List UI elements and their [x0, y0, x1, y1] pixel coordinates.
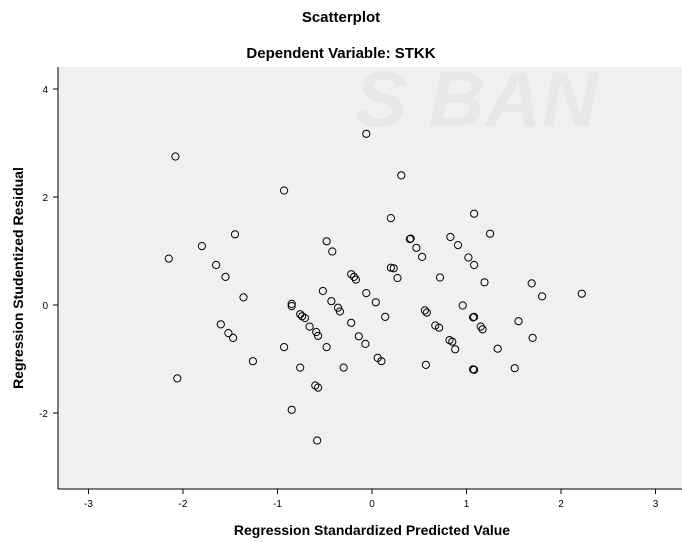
data-point: [347, 270, 356, 279]
data-point: [362, 129, 371, 138]
data-point: [197, 242, 206, 251]
data-point: [381, 312, 390, 321]
y-tick-label: 4: [42, 85, 48, 96]
y-axis-title: Regression Studentized Residual: [10, 167, 26, 389]
data-point: [421, 360, 430, 369]
data-point: [435, 323, 444, 332]
data-point: [328, 247, 337, 256]
data-point: [493, 344, 502, 353]
data-point: [339, 363, 348, 372]
data-point: [314, 383, 323, 392]
y-tick-label: 0: [42, 301, 48, 312]
data-point: [527, 279, 536, 288]
data-point: [333, 303, 343, 312]
data-point: [418, 252, 427, 261]
data-point: [451, 345, 460, 354]
y-tick-label: -2: [39, 409, 48, 420]
data-point: [173, 374, 182, 383]
data-point: [446, 232, 455, 242]
x-tick-label: -1: [273, 499, 282, 510]
plot-background: [58, 67, 682, 489]
data-point: [480, 278, 489, 287]
data-point: [216, 320, 225, 329]
data-point: [296, 363, 305, 372]
data-point: [311, 381, 320, 390]
x-axis-title: Regression Standardized Predicted Value: [234, 522, 510, 538]
data-point: [486, 229, 495, 238]
data-point: [312, 327, 321, 337]
data-point: [470, 312, 479, 321]
data-point: [577, 289, 586, 298]
data-point: [221, 272, 230, 281]
data-point: [470, 209, 479, 218]
data-point: [248, 357, 257, 366]
data-point: [470, 260, 479, 270]
data-point: [422, 308, 431, 317]
data-point: [469, 365, 478, 374]
data-point: [335, 307, 344, 316]
data-point: [164, 254, 173, 263]
data-point: [371, 298, 380, 307]
data-point: [230, 230, 240, 239]
data-point: [377, 357, 386, 366]
data-point: [478, 325, 487, 334]
data-point: [280, 186, 289, 195]
chart-subtitle: Dependent Variable: STKK: [246, 45, 436, 62]
data-point: [412, 243, 421, 252]
data-point: [362, 289, 371, 298]
data-point: [528, 333, 537, 342]
data-point: [397, 171, 406, 180]
data-point: [514, 317, 523, 326]
data-point: [393, 273, 402, 283]
data-point: [361, 339, 370, 348]
data-point: [448, 337, 457, 346]
data-point: [351, 275, 360, 284]
data-point: [171, 152, 180, 161]
data-point: [322, 237, 331, 246]
data-point: [458, 301, 467, 310]
x-tick-label: 3: [653, 499, 659, 510]
data-point: [464, 253, 473, 262]
data-point: [229, 333, 238, 342]
data-point: [212, 260, 221, 270]
data-point: [347, 318, 356, 327]
data-point: [354, 332, 363, 341]
data-point: [453, 241, 463, 250]
x-tick-label: 0: [369, 499, 375, 510]
data-point: [287, 299, 296, 308]
data-point: [239, 293, 248, 302]
x-tick-label: -2: [179, 499, 188, 510]
data-point: [287, 405, 296, 414]
y-tick-label: 2: [42, 193, 48, 204]
data-point: [313, 436, 322, 445]
data-point: [386, 214, 395, 223]
data-point: [420, 306, 429, 315]
data-point: [280, 343, 289, 352]
chart-title: Scatterplot: [301, 9, 381, 26]
watermark: S BAN: [355, 55, 599, 143]
x-tick-label: 2: [558, 499, 564, 510]
data-point: [327, 297, 336, 306]
data-point: [322, 343, 331, 352]
data-point: [510, 364, 519, 373]
data-point: [224, 329, 233, 338]
data-point: [314, 331, 323, 340]
data-point: [349, 272, 359, 281]
data-point: [476, 322, 485, 331]
data-point: [287, 302, 296, 311]
data-point: [538, 292, 547, 301]
data-point: [386, 263, 395, 272]
x-tick-label: 1: [464, 499, 470, 510]
data-point: [435, 273, 445, 282]
data-point: [300, 313, 309, 323]
data-point: [318, 286, 327, 296]
data-point: [406, 234, 415, 243]
data-point: [389, 264, 398, 273]
data-point: [305, 322, 314, 331]
x-tick-label: -3: [84, 499, 93, 510]
